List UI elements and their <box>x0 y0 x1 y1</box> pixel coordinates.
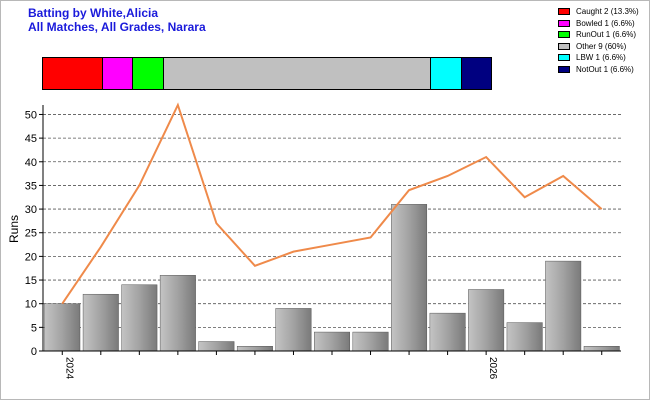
legend-swatch-caught <box>558 8 570 15</box>
legend-swatch-bowled <box>558 19 570 27</box>
dismissal-share-bar <box>42 57 492 90</box>
bar <box>545 260 582 352</box>
bar <box>121 284 158 352</box>
axes: 0 5 10 15 20 25 30 35 40 45 50 2024 2026 Runs <box>7 105 621 380</box>
dismissal-segment-runout <box>133 58 164 89</box>
bar <box>583 346 620 352</box>
y-tick-label: 40 <box>25 157 37 169</box>
bar <box>352 331 389 352</box>
bar <box>275 308 312 352</box>
dismissal-segment-notout <box>461 58 491 89</box>
legend-item-other: Other 9 (60%) <box>558 41 639 52</box>
legend-item-caught: Caught 2 (13.3%) <box>558 6 639 17</box>
bar <box>198 341 235 352</box>
y-axis-label: Runs <box>7 215 21 243</box>
legend-item-lbw: LBW 1 (6.6%) <box>558 52 639 63</box>
legend-swatch-other <box>558 42 570 50</box>
chart-title: Batting by White,Alicia <box>28 6 159 20</box>
legend-swatch-notout <box>558 65 570 73</box>
legend-swatch-runout <box>558 31 570 38</box>
y-tick-label: 10 <box>25 299 37 311</box>
legend-label-caught: Caught 2 (13.3%) <box>576 7 639 16</box>
y-tick-label: 5 <box>31 322 37 334</box>
y-tick-label: 50 <box>25 109 37 121</box>
y-tick-label: 30 <box>25 204 37 216</box>
y-tick-label: 35 <box>25 180 37 192</box>
y-tick-label: 20 <box>25 251 37 263</box>
bar <box>429 312 466 352</box>
legend-label-runout: RunOut 1 (6.6%) <box>576 30 637 39</box>
bar <box>82 293 119 352</box>
bar <box>159 275 196 352</box>
y-tick-label: 0 <box>31 346 37 358</box>
dismissal-segment-lbw <box>431 58 462 89</box>
y-tick-label: 25 <box>25 228 37 240</box>
bar <box>44 303 81 352</box>
legend-item-bowled: Bowled 1 (6.6%) <box>558 18 639 29</box>
legend-label-bowled: Bowled 1 (6.6%) <box>576 18 635 28</box>
y-tick-label: 15 <box>25 275 37 287</box>
bar <box>506 322 543 352</box>
trend-line <box>61 102 603 305</box>
legend-label-notout: NotOut 1 (6.6%) <box>576 64 634 74</box>
dismissal-segment-bowled <box>103 58 134 89</box>
bar <box>391 204 428 352</box>
chart-subtitle: All Matches, All Grades, Narara <box>28 20 206 34</box>
bar <box>468 289 505 352</box>
legend-swatch-lbw <box>558 54 570 61</box>
y-tick-label: 45 <box>25 133 37 145</box>
dismissal-legend: Caught 2 (13.3%) Bowled 1 (6.6%) RunOut … <box>558 6 639 75</box>
legend-item-notout: NotOut 1 (6.6%) <box>558 64 639 75</box>
legend-label-lbw: LBW 1 (6.6%) <box>576 53 626 62</box>
bar <box>314 331 350 352</box>
bars <box>44 204 620 352</box>
dismissal-segment-caught <box>43 58 104 89</box>
dismissal-segment-other <box>163 58 432 89</box>
legend-label-other: Other 9 (60%) <box>576 41 627 51</box>
x-tick-label: 2024 <box>63 357 74 380</box>
legend-item-runout: RunOut 1 (6.6%) <box>558 29 639 40</box>
x-tick-label: 2026 <box>487 357 498 380</box>
bar <box>236 346 273 352</box>
trend-line-path <box>61 102 603 305</box>
